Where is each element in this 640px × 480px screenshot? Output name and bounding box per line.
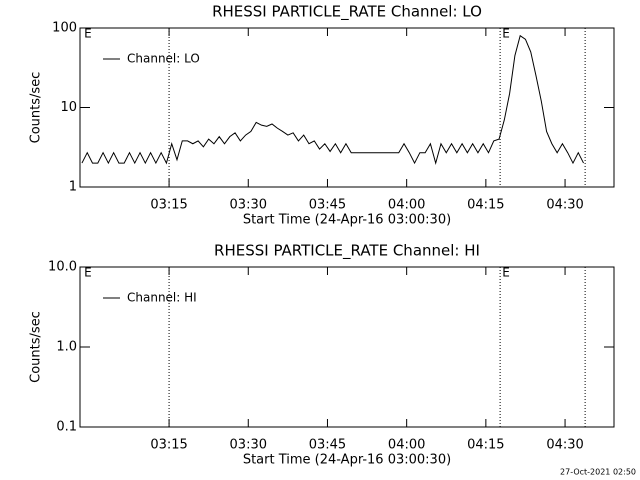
x-tick-label: 03:30: [230, 438, 267, 453]
x-tick-label: 04:00: [388, 438, 425, 453]
y-tick-label: 1: [69, 180, 77, 195]
timestamp: 27-Oct-2021 02:50: [560, 468, 636, 477]
y-tick-label: 1.0: [56, 340, 77, 355]
x-tick-label: 04:30: [546, 438, 583, 453]
y-tick-label: 10.0: [48, 260, 77, 275]
x-tick-label: 04:15: [467, 198, 504, 213]
x-axis-label: Start Time (24-Apr-16 03:00:30): [243, 213, 451, 228]
x-axis-label: Start Time (24-Apr-16 03:00:30): [243, 453, 451, 468]
y-axis-label: Counts/sec: [29, 311, 44, 383]
annotation: E: [84, 266, 92, 280]
x-tick-label: 04:30: [546, 198, 583, 213]
x-tick-label: 03:45: [309, 198, 346, 213]
x-tick-label: 03:45: [309, 438, 346, 453]
y-tick-label: 10: [60, 100, 77, 115]
y-tick-label: 0.1: [56, 420, 77, 435]
chart-title: RHESSI PARTICLE_RATE Channel: LO: [212, 3, 482, 22]
y-axis-label: Counts/sec: [29, 72, 44, 144]
annotation: E: [502, 266, 510, 280]
chart-title: RHESSI PARTICLE_RATE Channel: HI: [214, 242, 480, 261]
legend-label: Channel: LO: [127, 52, 200, 66]
x-tick-label: 04:15: [467, 438, 504, 453]
legend-label: Channel: HI: [127, 291, 197, 305]
y-tick-label: 100: [52, 21, 77, 36]
x-tick-label: 03:15: [150, 438, 187, 453]
annotation: E: [502, 27, 510, 41]
x-tick-label: 03:30: [230, 198, 267, 213]
x-tick-label: 03:15: [150, 198, 187, 213]
data-line: [81, 34, 584, 165]
x-tick-label: 04:00: [388, 198, 425, 213]
annotation: E: [84, 27, 92, 41]
